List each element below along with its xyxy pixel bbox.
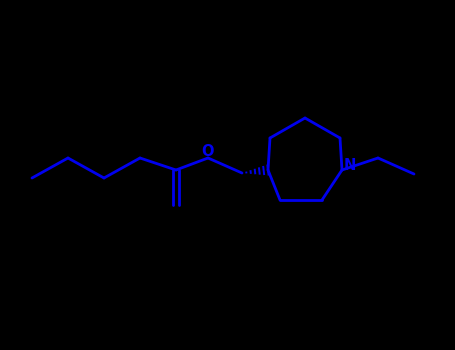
- Text: N: N: [344, 159, 356, 174]
- Text: O: O: [201, 144, 213, 159]
